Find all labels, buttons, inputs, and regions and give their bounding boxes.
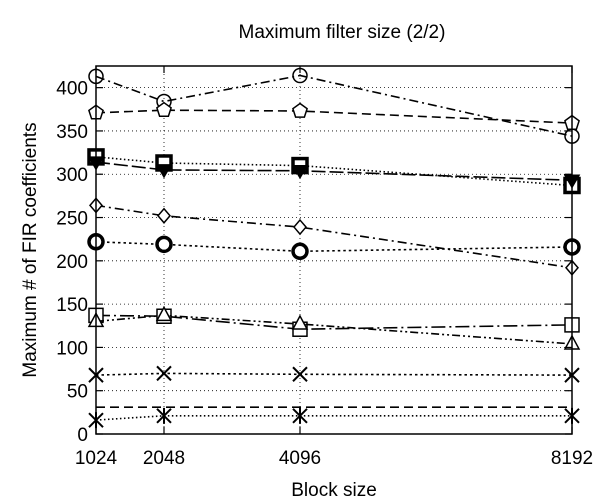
series-line bbox=[95, 414, 572, 421]
series-line bbox=[95, 372, 573, 376]
data-point bbox=[292, 102, 308, 118]
y-tick-label: 250 bbox=[56, 209, 88, 230]
series bbox=[88, 365, 580, 383]
y-tick-label: 200 bbox=[56, 252, 88, 273]
data-point bbox=[291, 314, 309, 330]
y-tick-label: 350 bbox=[56, 122, 88, 143]
data-point bbox=[292, 407, 308, 424]
series-layer bbox=[87, 67, 581, 429]
series-line bbox=[95, 314, 573, 345]
data-point bbox=[156, 101, 172, 117]
series-line bbox=[95, 74, 573, 137]
series-line bbox=[95, 109, 573, 124]
x-axis-ticks: 1024 2048 4096 8192 bbox=[75, 66, 593, 469]
data-point bbox=[293, 218, 307, 236]
data-point bbox=[156, 365, 172, 382]
plot-frame bbox=[95, 65, 573, 435]
series bbox=[89, 197, 579, 276]
series-line bbox=[95, 241, 573, 253]
x-tick-label: 8192 bbox=[551, 448, 593, 469]
data-point bbox=[155, 235, 173, 254]
y-axis-label: Maximum # of FIR coefficients bbox=[20, 122, 41, 377]
chart-title: Maximum filter size (2/2) bbox=[239, 22, 446, 43]
series-line bbox=[95, 314, 573, 331]
series bbox=[88, 407, 580, 429]
data-point bbox=[155, 164, 173, 179]
y-tick-label: 300 bbox=[56, 165, 88, 186]
x-tick-label: 4096 bbox=[279, 448, 321, 469]
data-point bbox=[157, 207, 171, 224]
x-axis-label: Block size bbox=[291, 480, 377, 498]
series-line bbox=[95, 204, 573, 269]
data-point bbox=[292, 366, 308, 382]
y-axis-ticks: 0 50 100 150 200 250 300 350 400 bbox=[56, 79, 572, 446]
data-point bbox=[291, 242, 309, 261]
x-tick-label: 1024 bbox=[75, 448, 118, 469]
y-tick-label: 0 bbox=[77, 425, 88, 446]
series bbox=[87, 305, 581, 350]
series-line bbox=[95, 161, 573, 182]
y-tick-label: 400 bbox=[56, 79, 88, 100]
y-tick-label: 50 bbox=[67, 382, 88, 403]
data-point bbox=[291, 165, 309, 180]
x-tick-label: 2048 bbox=[143, 448, 185, 469]
series bbox=[88, 101, 580, 130]
series-line bbox=[95, 156, 573, 187]
y-tick-label: 150 bbox=[56, 295, 88, 316]
data-point bbox=[155, 305, 173, 322]
data-point bbox=[156, 407, 172, 424]
series bbox=[87, 233, 581, 261]
y-tick-label: 100 bbox=[56, 338, 88, 359]
